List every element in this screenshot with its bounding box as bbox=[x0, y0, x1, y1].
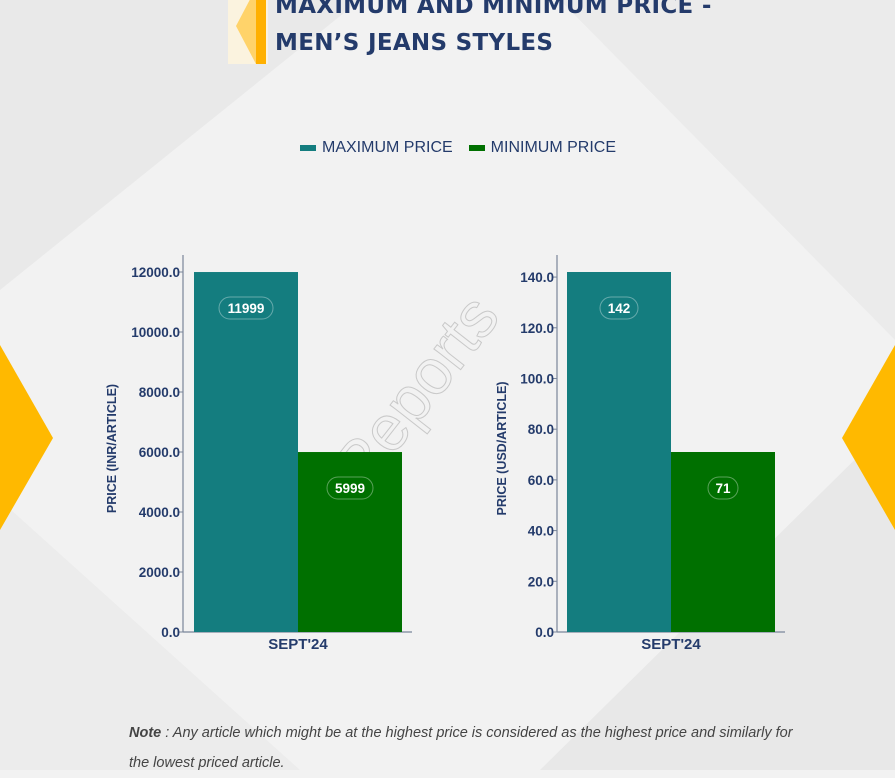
data-label-bg bbox=[707, 476, 739, 500]
legend-label-min: MINIMUM PRICE bbox=[490, 139, 616, 156]
left-arrow-decoration bbox=[0, 345, 53, 530]
note-label: Note bbox=[129, 725, 162, 741]
y-tick-label: 6000.0 bbox=[139, 445, 180, 460]
data-label-bg bbox=[218, 296, 274, 320]
y-tick-label: 2000.0 bbox=[139, 565, 180, 580]
data-label: 5999 bbox=[335, 481, 365, 496]
y-tick-label: 100.0 bbox=[520, 371, 554, 386]
bar-maximum-price bbox=[567, 272, 671, 632]
note-text: : Any article which might be at the high… bbox=[129, 725, 793, 771]
y-axis-title: PRICE (INR/ARTICLE) bbox=[105, 384, 119, 513]
legend-item-min[interactable]: MINIMUM PRICE bbox=[468, 139, 616, 157]
chart-legend: MAXIMUM PRICE MINIMUM PRICE bbox=[300, 138, 616, 158]
y-tick-label: 0.0 bbox=[535, 625, 554, 640]
y-tick-label: 80.0 bbox=[528, 422, 554, 437]
y-tick-label: 20.0 bbox=[528, 574, 554, 589]
data-label: 71 bbox=[715, 481, 731, 496]
title-line-2: MEN’S JEANS STYLES bbox=[275, 30, 554, 56]
data-label: 11999 bbox=[228, 301, 265, 316]
y-tick-label: 60.0 bbox=[528, 473, 554, 488]
y-tick-label: 40.0 bbox=[528, 524, 554, 539]
page-title: MAXIMUM AND MINIMUM PRICE - MEN’S JEANS … bbox=[275, 0, 775, 62]
chevron-title-icon bbox=[228, 0, 268, 64]
y-tick-label: 140.0 bbox=[520, 270, 554, 285]
right-arrow-decoration bbox=[842, 345, 895, 530]
bar-maximum-price bbox=[194, 272, 298, 632]
legend-swatch-max bbox=[300, 145, 316, 151]
legend-item-max[interactable]: MAXIMUM PRICE bbox=[300, 139, 453, 157]
legend-label-max: MAXIMUM PRICE bbox=[322, 139, 453, 156]
legend-swatch-min bbox=[468, 145, 485, 151]
y-tick-label: 12000.0 bbox=[131, 265, 180, 280]
data-label-bg bbox=[326, 476, 374, 500]
y-tick-label: 8000.0 bbox=[139, 385, 180, 400]
x-category-label: SEPT'24 bbox=[641, 636, 701, 653]
y-tick-label: 10000.0 bbox=[131, 325, 180, 340]
x-category-label: SEPT'24 bbox=[268, 636, 328, 653]
title-line-1: MAXIMUM AND MINIMUM PRICE - bbox=[275, 0, 712, 19]
y-axis-title: PRICE (USD/ARTICLE) bbox=[495, 381, 509, 515]
y-tick-label: 120.0 bbox=[520, 321, 554, 336]
data-label-bg bbox=[599, 296, 639, 320]
y-tick-label: 4000.0 bbox=[139, 505, 180, 520]
footnote: Note : Any article which might be at the… bbox=[129, 718, 809, 778]
y-tick-label: 0.0 bbox=[161, 625, 180, 640]
data-label: 142 bbox=[608, 301, 631, 316]
